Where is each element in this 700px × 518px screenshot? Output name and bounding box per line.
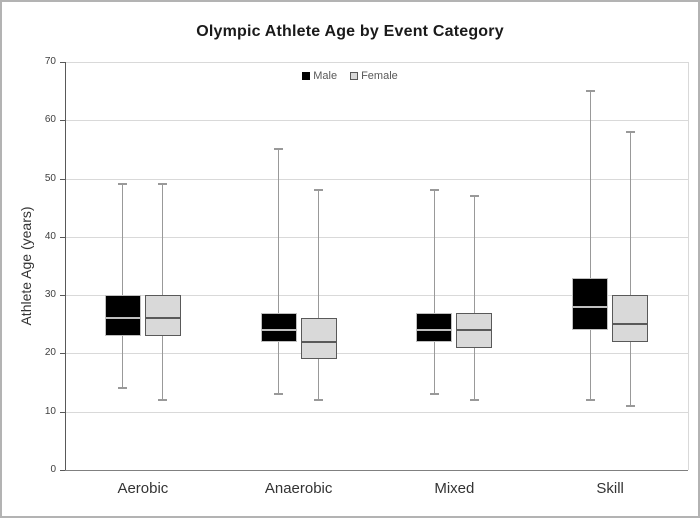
median-male-aerobic: [105, 317, 140, 320]
y-tick-label: 20: [44, 347, 56, 359]
whisker-cap: [118, 387, 128, 390]
category-label: Aerobic: [117, 480, 169, 497]
box-male-mixed: [416, 312, 453, 342]
box-male-skill: [572, 277, 609, 331]
y-tick: [60, 295, 65, 297]
whisker-cap: [469, 399, 479, 402]
median-female-mixed: [457, 329, 492, 332]
whisker-male-anaerobic: [278, 149, 280, 395]
whisker-cap: [274, 148, 284, 151]
median-male-mixed: [417, 329, 452, 332]
whisker-cap: [158, 183, 168, 186]
category-label: Skill: [596, 480, 624, 497]
whisker-cap: [118, 183, 128, 186]
legend: Male Female: [2, 70, 698, 82]
female-swatch-icon: [350, 72, 359, 80]
gridline: [65, 295, 688, 297]
legend-item-male: Male: [302, 70, 337, 82]
y-axis-title: Athlete Age (years): [18, 206, 34, 326]
chart-title: Olympic Athlete Age by Event Category: [196, 23, 504, 40]
whisker-cap: [585, 399, 595, 402]
whisker-female-aerobic: [162, 184, 164, 401]
median-female-anaerobic: [301, 340, 336, 343]
y-tick: [60, 353, 65, 355]
legend-item-female: Female: [350, 70, 398, 82]
y-tick: [60, 411, 65, 413]
whisker-male-skill: [589, 91, 591, 401]
legend-label-male: Male: [313, 70, 338, 82]
whisker-cap: [429, 393, 439, 396]
whisker-cap: [469, 195, 479, 198]
x-axis-line: [65, 470, 688, 471]
legend-label-female: Female: [361, 70, 398, 82]
gridline: [65, 353, 688, 355]
plot-area: [65, 62, 689, 470]
whisker-cap: [585, 90, 595, 93]
y-tick-label: 30: [44, 289, 56, 301]
y-tick-label: 60: [44, 114, 56, 126]
y-tick: [60, 236, 65, 238]
whisker-cap: [625, 130, 635, 133]
whisker-cap: [158, 399, 168, 402]
category-label: Anaerobic: [264, 480, 333, 497]
box-female-anaerobic: [300, 318, 337, 360]
whisker-cap: [274, 393, 284, 396]
median-female-aerobic: [145, 317, 180, 320]
y-axis-line: [65, 62, 66, 471]
median-female-skill: [613, 323, 648, 326]
gridline: [65, 411, 688, 413]
whisker-female-mixed: [473, 196, 475, 401]
y-tick-label: 10: [44, 405, 56, 417]
y-tick-label: 0: [50, 464, 56, 475]
y-tick: [60, 120, 65, 122]
category-label: Mixed: [434, 480, 475, 497]
box-male-anaerobic: [260, 312, 297, 342]
y-tick: [60, 470, 65, 471]
whisker-cap: [625, 404, 635, 407]
y-tick-label: 50: [44, 172, 56, 184]
whisker-female-skill: [629, 131, 631, 406]
y-tick-label: 40: [44, 230, 56, 242]
y-tick: [60, 62, 65, 63]
median-male-anaerobic: [261, 329, 296, 332]
whisker-male-aerobic: [122, 184, 124, 389]
whisker-female-anaerobic: [318, 190, 320, 401]
gridline: [65, 62, 688, 63]
whisker-male-mixed: [433, 190, 435, 395]
box-female-skill: [612, 295, 649, 342]
y-tick-label: 70: [44, 56, 56, 67]
whisker-cap: [314, 399, 324, 402]
y-tick: [60, 178, 65, 180]
whisker-cap: [314, 189, 324, 192]
median-male-skill: [573, 305, 608, 308]
gridline: [65, 120, 688, 122]
gridline: [65, 178, 688, 180]
box-male-aerobic: [104, 295, 141, 336]
gridline: [65, 236, 688, 238]
box-female-aerobic: [144, 295, 181, 336]
male-swatch-icon: [302, 72, 311, 80]
whisker-cap: [429, 189, 439, 192]
